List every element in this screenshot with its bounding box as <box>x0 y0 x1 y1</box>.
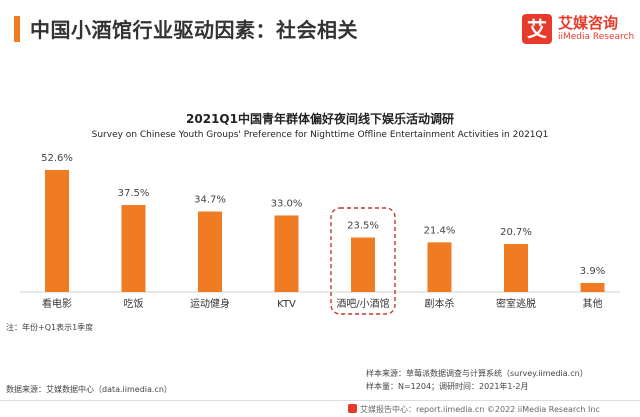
bar-value-label: 3.9% <box>580 266 605 277</box>
bar-value-label: 37.5% <box>118 188 150 199</box>
bar <box>504 243 528 292</box>
category-tick-label: KTV <box>277 299 296 310</box>
bar <box>121 205 146 292</box>
category-tick-label: 其他 <box>583 297 603 310</box>
bar <box>351 237 375 292</box>
bar <box>274 215 299 292</box>
bar <box>45 170 69 292</box>
header: 中国小酒馆行业驱动因素：社会相关 艾 艾媒咨询 iiMedia Research <box>0 0 640 56</box>
bar-value-label: 23.5% <box>347 220 379 231</box>
copyright-text: 艾媒报告中心：report.iimedia.cn ©2022 iiMedia R… <box>360 405 600 414</box>
data-source: 数据来源：艾媒数据中心（data.iimedia.cn） <box>6 385 172 394</box>
category-tick-label: 剧本杀 <box>425 297 455 310</box>
category-tick-label: 运动健身 <box>190 297 230 310</box>
highlight-box <box>330 207 396 315</box>
logo-name-cn: 艾媒咨询 <box>558 14 619 32</box>
chart-subtitle: Survey on Chinese Youth Groups' Preferen… <box>91 130 549 140</box>
sample-size: 样本量：N=1204；调研时间：2021年1-2月 <box>366 382 529 391</box>
category-tick-label: 酒吧/小酒馆 <box>336 297 389 310</box>
bar-value-label: 33.0% <box>271 198 303 209</box>
report-center-icon <box>348 404 357 413</box>
chart-title: 2021Q1中国青年群体偏好夜间线下娱乐活动调研 <box>186 112 454 126</box>
bar <box>580 282 605 292</box>
page-title: 中国小酒馆行业驱动因素：社会相关 <box>30 18 358 42</box>
bar-value-label: 52.6% <box>41 153 73 164</box>
footnote: 注：年份+Q1表示1季度 <box>6 323 94 332</box>
category-tick-label: 吃饭 <box>124 297 144 310</box>
bar-value-label: 21.4% <box>424 225 456 236</box>
sample-source: 样本来源：草莓派数据调查与计算系统（survey.iimedia.cn） <box>366 369 588 378</box>
category-tick-label: 看电影 <box>42 297 72 310</box>
logo-name-en: iiMedia Research <box>558 32 635 42</box>
brand-logo: 艾 艾媒咨询 iiMedia Research <box>522 12 635 48</box>
bottom-bar: 艾媒报告中心：report.iimedia.cn ©2022 iiMedia R… <box>0 400 640 417</box>
category-tick-label: 密室逃脱 <box>496 297 536 310</box>
logo-mark-icon: 艾 <box>522 14 552 44</box>
bar-value-label: 20.7% <box>500 227 532 238</box>
bar <box>427 242 452 292</box>
bar <box>198 211 222 292</box>
title-accent-bar <box>14 16 20 42</box>
bar-value-label: 34.7% <box>194 195 226 206</box>
